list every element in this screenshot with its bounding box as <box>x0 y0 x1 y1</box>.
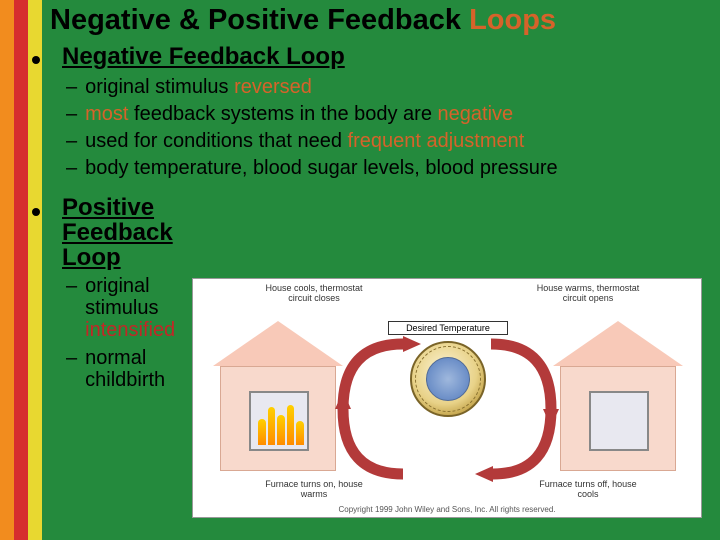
arrow-br <box>473 389 563 489</box>
caption-top-left: House cools, thermostat circuit closes <box>259 283 369 304</box>
negative-heading: Negative Feedback Loop <box>62 43 558 71</box>
bullet-icon <box>32 56 40 64</box>
caption-bottom-right: Furnace turns off, house cools <box>533 479 643 500</box>
list-item: –original stimulus intensified <box>66 275 211 341</box>
bullet-icon <box>32 208 40 216</box>
negative-section: Negative Feedback Loop –original stimulu… <box>32 43 715 183</box>
caption-top-right: House warms, thermostat circuit opens <box>533 283 643 304</box>
list-item: –body temperature, blood sugar levels, b… <box>66 156 558 181</box>
house-right <box>553 321 683 471</box>
list-item: –normal childbirth <box>66 347 211 391</box>
arrow-bl <box>333 389 423 489</box>
list-item: –used for conditions that need frequent … <box>66 129 558 154</box>
slide-title: Negative & Positive Feedback Loops <box>50 4 715 37</box>
house-left <box>213 321 343 471</box>
thermostat-diagram: House cools, thermostat circuit closes H… <box>192 278 702 518</box>
list-item: –original stimulus reversed <box>66 75 558 100</box>
diagram-copyright: Copyright 1999 John Wiley and Sons, Inc.… <box>193 505 701 514</box>
fire-icon <box>257 397 305 445</box>
caption-bottom-left: Furnace turns on, house warms <box>259 479 369 500</box>
positive-heading: Positive Feedback Loop <box>62 195 192 271</box>
list-item: –most feedback systems in the body are n… <box>66 102 558 127</box>
